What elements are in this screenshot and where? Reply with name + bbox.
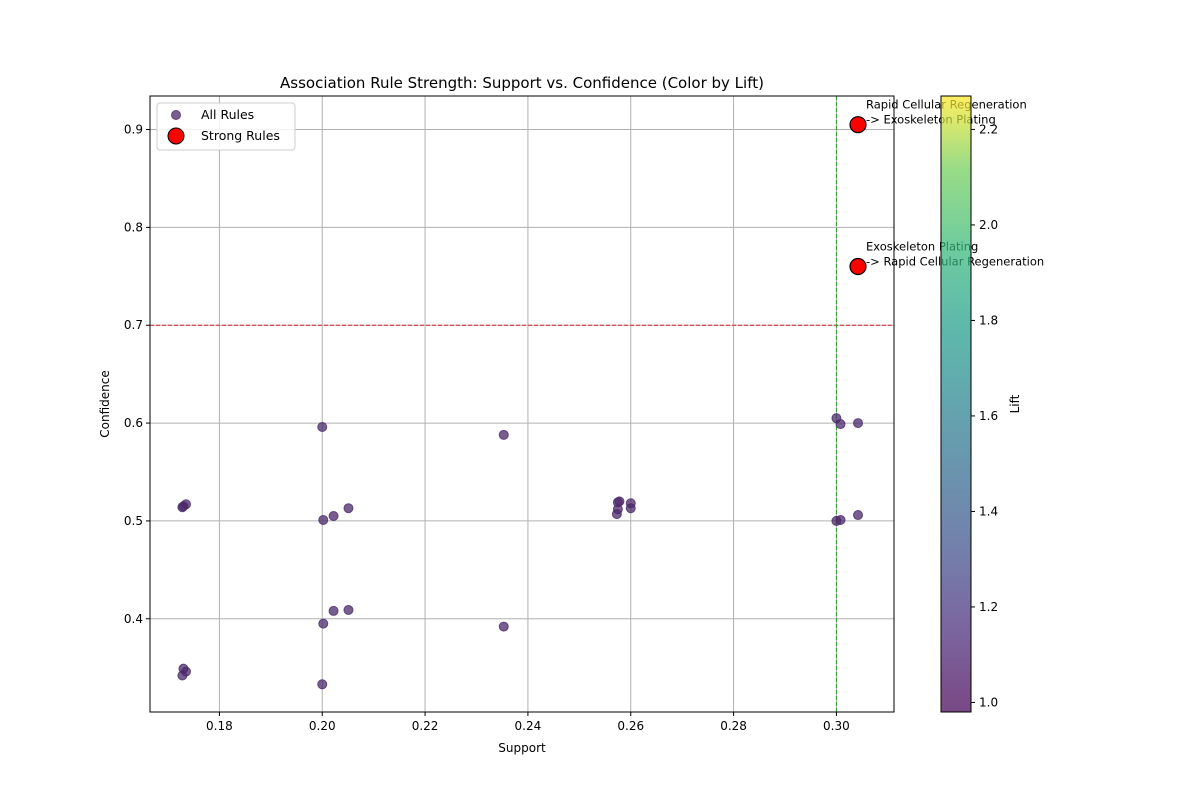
data-point: [343, 604, 354, 615]
data-point: [328, 511, 339, 522]
data-point: [177, 502, 188, 513]
colorbar-tick-label: 1.2: [979, 600, 998, 614]
grid-lines: [150, 96, 894, 712]
y-tick-label: 0.4: [124, 612, 143, 626]
legend-label-strong-rules: Strong Rules: [201, 128, 280, 143]
threshold-lines: [150, 96, 894, 712]
colorbar-gradient: [941, 96, 971, 712]
data-point: [317, 421, 328, 432]
data-point: [625, 503, 636, 514]
legend: All Rules Strong Rules: [156, 102, 296, 151]
annotation-line: -> Exoskeleton Plating: [866, 113, 996, 127]
colorbar-frame: [940, 95, 972, 713]
colorbar-tick-label: 2.2: [979, 122, 998, 136]
data-points: [177, 119, 864, 690]
colorbar-tick-label: 1.0: [979, 695, 998, 709]
legend-box: [156, 102, 296, 151]
data-point: [835, 514, 846, 525]
colorbar-tick-label: 1.8: [979, 313, 998, 327]
x-tick-label: 0.22: [412, 719, 439, 733]
x-tick-label: 0.18: [206, 719, 233, 733]
x-tick-label: 0.26: [617, 719, 644, 733]
y-axis-ticks: 0.4 0.5 0.6 0.7 0.8 0.9: [124, 123, 150, 626]
data-point: [853, 418, 864, 429]
data-point: [853, 510, 864, 521]
data-point: [611, 509, 622, 520]
strong-rule-points: [849, 116, 867, 276]
legend-label-all-rules: All Rules: [201, 107, 254, 122]
strong-rule-point: [849, 257, 867, 276]
legend-marker-all-rules: [171, 110, 181, 120]
data-point: [177, 670, 188, 681]
data-point: [328, 605, 339, 616]
x-axis-label: Support: [498, 741, 546, 755]
data-point: [498, 621, 509, 632]
plot-frame: [149, 95, 895, 713]
x-tick-label: 0.30: [823, 719, 850, 733]
colorbar-tick-label: 1.4: [979, 504, 998, 518]
y-tick-label: 0.8: [124, 220, 143, 234]
data-point: [317, 679, 328, 690]
data-point: [498, 429, 509, 440]
y-tick-label: 0.7: [124, 318, 143, 332]
y-tick-label: 0.6: [124, 416, 143, 430]
colorbar-tick-label: 2.0: [979, 218, 998, 232]
chart-title: Association Rule Strength: Support vs. C…: [280, 74, 764, 92]
y-tick-label: 0.5: [124, 514, 143, 528]
data-point: [318, 618, 329, 629]
colorbar-tick-label: 1.6: [979, 409, 998, 423]
y-axis-label: Confidence: [98, 370, 112, 437]
x-tick-label: 0.24: [515, 719, 542, 733]
y-tick-label: 0.9: [124, 123, 143, 137]
x-tick-label: 0.28: [720, 719, 747, 733]
colorbar-ticks: 1.0 1.2 1.4 1.6 1.8 2.0 2.2: [971, 122, 998, 709]
strong-rule-point: [849, 116, 867, 134]
legend-marker-strong-rules: [167, 127, 185, 145]
data-point: [835, 419, 846, 430]
data-point: [343, 503, 354, 514]
colorbar-label: Lift: [1008, 394, 1022, 413]
x-tick-label: 0.20: [309, 719, 336, 733]
data-point: [318, 514, 329, 525]
x-axis-ticks: 0.18 0.20 0.22 0.24 0.26 0.28 0.30: [206, 712, 850, 733]
colorbar: 1.0 1.2 1.4 1.6 1.8 2.0 2.2 Lift: [940, 95, 1022, 713]
